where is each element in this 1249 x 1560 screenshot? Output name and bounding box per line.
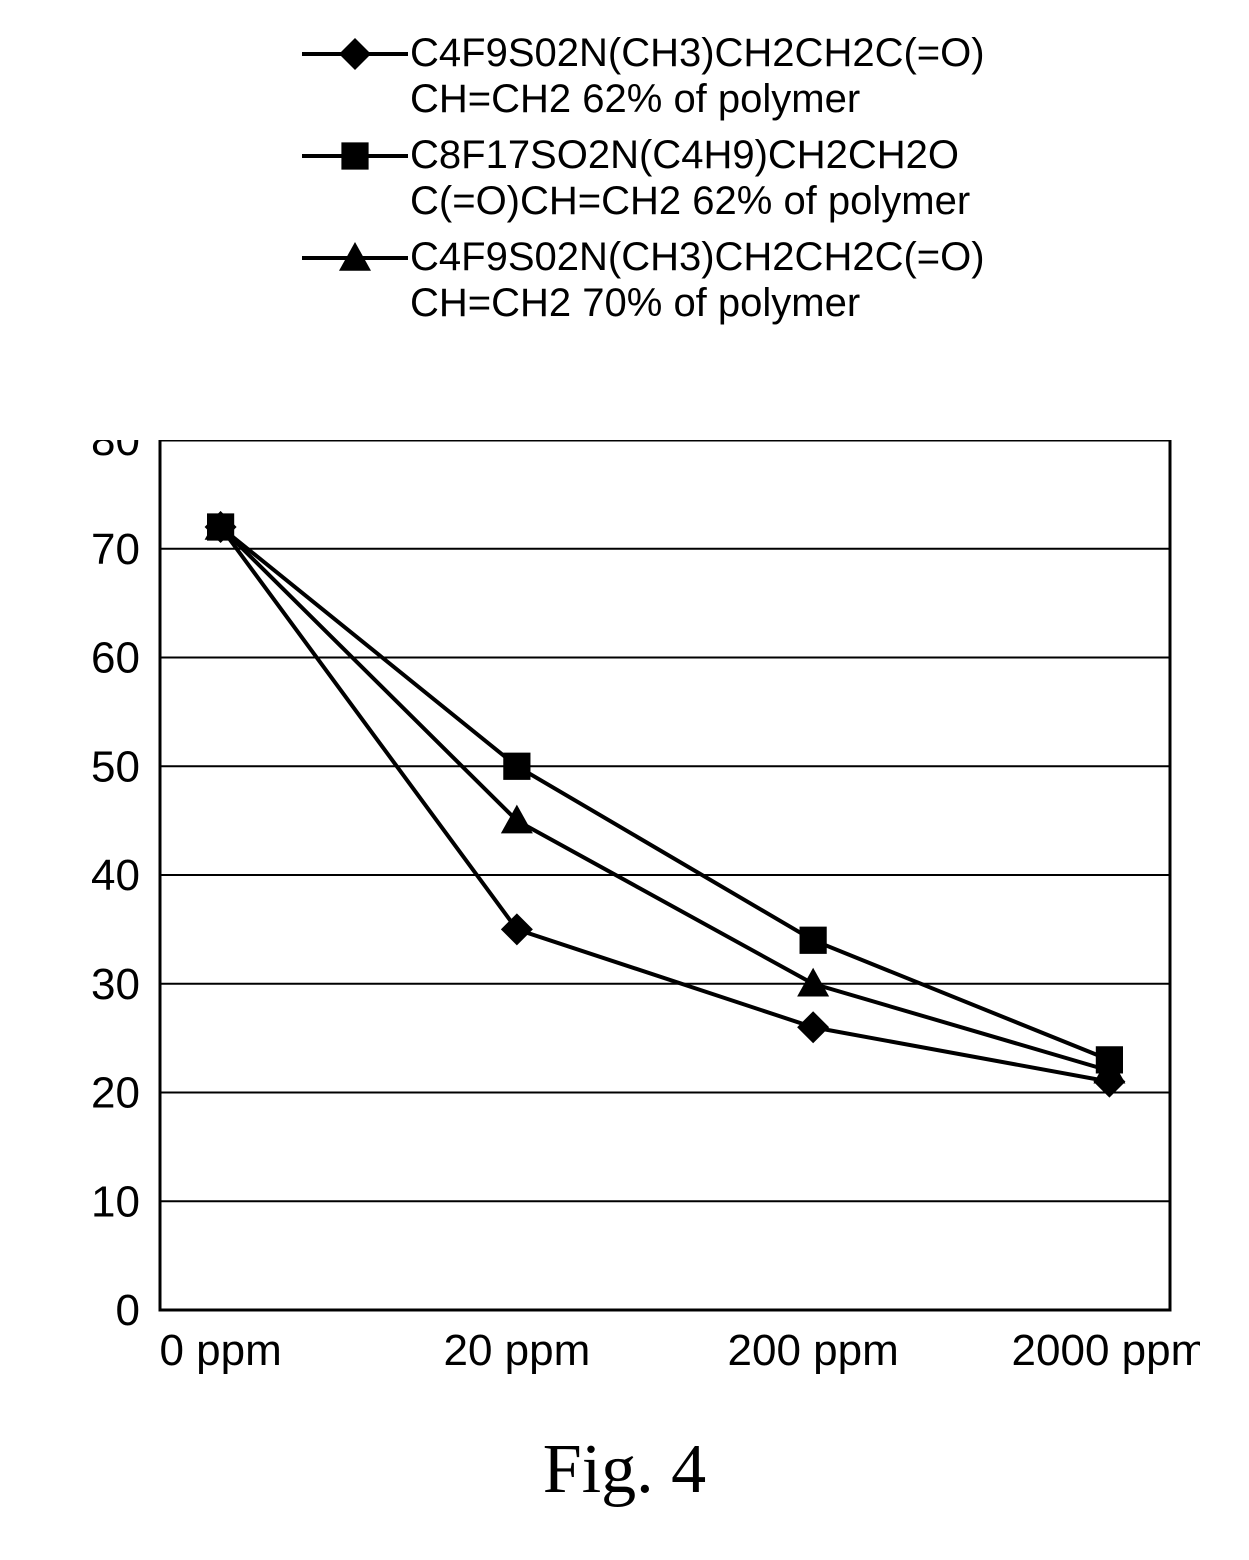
legend-item: C8F17SO2N(C4H9)CH2CH2O C(=O)CH=CH2 62% o… bbox=[300, 132, 1200, 224]
series-line bbox=[221, 527, 1110, 1071]
square-icon bbox=[800, 927, 827, 954]
legend-label: C4F9S02N(CH3)CH2CH2C(=O) CH=CH2 70% of p… bbox=[410, 234, 985, 326]
figure-caption: Fig. 4 bbox=[0, 1430, 1249, 1510]
legend-item: C4F9S02N(CH3)CH2CH2C(=O) CH=CH2 62% of p… bbox=[300, 30, 1200, 122]
triangle-icon bbox=[300, 234, 410, 282]
line-chart: 0 10 20 30 40 50 60 70 80 0 ppm 20 ppm 200 ppm 2000 … bbox=[50, 440, 1200, 1400]
y-tick-label: 20 bbox=[91, 1069, 140, 1118]
y-tick-label: 50 bbox=[91, 742, 140, 791]
x-tick-label: 2000 ppm bbox=[1012, 1326, 1200, 1375]
diamond-icon bbox=[300, 30, 410, 78]
y-tick-label: 0 bbox=[116, 1286, 140, 1335]
legend-item: C4F9S02N(CH3)CH2CH2C(=O) CH=CH2 70% of p… bbox=[300, 234, 1200, 326]
series-line bbox=[221, 527, 1110, 1082]
y-tick-label: 40 bbox=[91, 851, 140, 900]
y-tick-label: 30 bbox=[91, 960, 140, 1009]
legend-label: C8F17SO2N(C4H9)CH2CH2O C(=O)CH=CH2 62% o… bbox=[410, 132, 970, 224]
y-tick-label: 10 bbox=[91, 1177, 140, 1226]
chart-legend: C4F9S02N(CH3)CH2CH2C(=O) CH=CH2 62% of p… bbox=[300, 30, 1200, 336]
y-tick-label: 60 bbox=[91, 634, 140, 683]
chart-container: 0 10 20 30 40 50 60 70 80 0 ppm 20 ppm 200 ppm 2000 … bbox=[50, 440, 1200, 1400]
square-icon bbox=[503, 753, 530, 780]
legend-label: C4F9S02N(CH3)CH2CH2C(=O) CH=CH2 62% of p… bbox=[410, 30, 985, 122]
y-tick-label: 70 bbox=[91, 525, 140, 574]
diamond-icon bbox=[501, 913, 533, 945]
x-tick-label: 200 ppm bbox=[728, 1326, 899, 1375]
x-tick-label: 0 ppm bbox=[159, 1326, 281, 1375]
x-tick-label: 20 ppm bbox=[443, 1326, 590, 1375]
square-icon bbox=[300, 132, 410, 180]
y-tick-label: 80 bbox=[91, 440, 140, 465]
diamond-icon bbox=[797, 1011, 829, 1043]
triangle-icon bbox=[797, 968, 829, 997]
